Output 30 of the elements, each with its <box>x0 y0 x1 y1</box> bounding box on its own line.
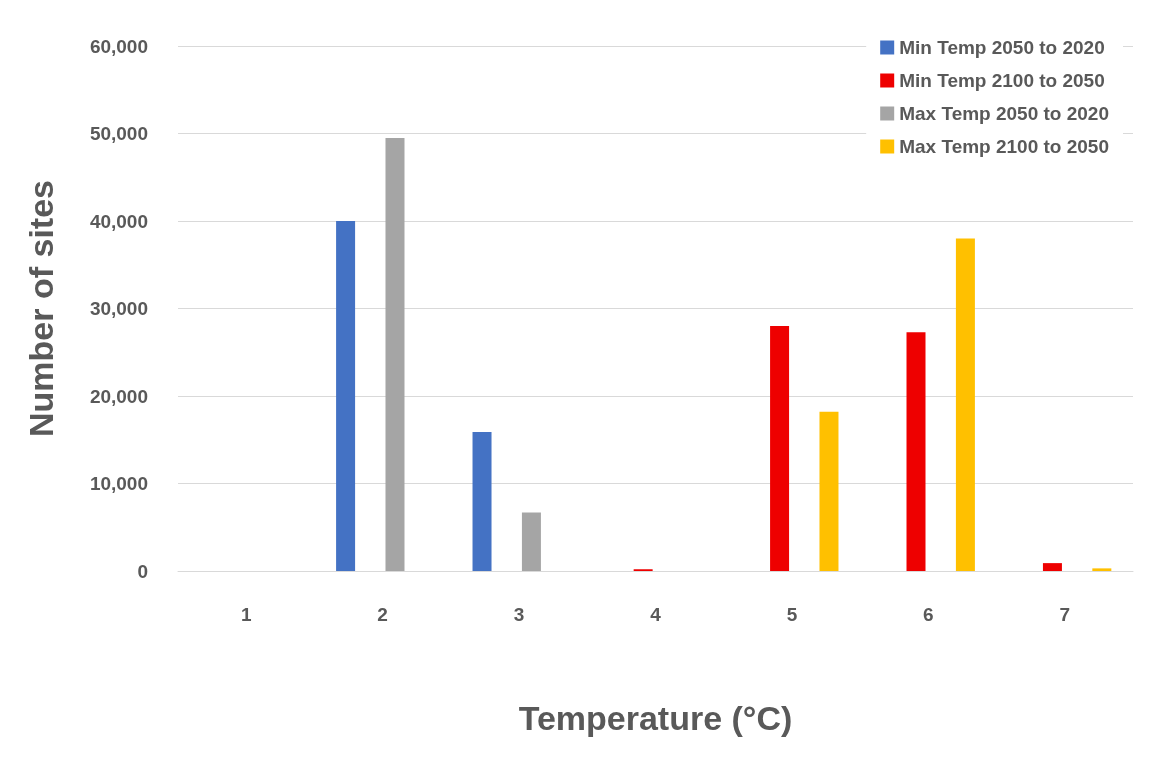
y-tick-label: 30,000 <box>89 298 148 319</box>
bar <box>955 238 975 571</box>
x-tick-label: 3 <box>513 604 525 625</box>
y-tick-label: 50,000 <box>89 123 148 144</box>
bar <box>1042 563 1062 571</box>
y-tick-label: 40,000 <box>89 210 148 232</box>
x-tick-label: 2 <box>377 604 388 625</box>
x-tick-label: 4 <box>650 604 662 625</box>
bar <box>385 137 405 571</box>
bar <box>906 332 926 571</box>
bar <box>770 326 790 571</box>
x-tick-label: 7 <box>1059 604 1071 625</box>
x-tick-label: 6 <box>923 604 934 625</box>
bar <box>819 411 839 571</box>
y-tick-label: 10,000 <box>89 473 148 494</box>
bar <box>336 221 356 571</box>
y-tick-label: 0 <box>137 560 148 582</box>
x-tick-label: 5 <box>786 604 798 625</box>
y-tick-label: 60,000 <box>89 35 148 57</box>
bar <box>521 512 541 571</box>
legend-label: Max Temp 2050 to 2020 <box>899 103 1110 124</box>
y-tick-label: 20,000 <box>89 385 148 407</box>
legend-label: Max Temp 2100 to 2050 <box>899 136 1110 157</box>
x-axis-title: Temperature (°C) <box>518 699 793 737</box>
bar <box>1092 568 1112 571</box>
legend-label: Min Temp 2050 to 2020 <box>899 37 1105 58</box>
legend-label: Min Temp 2100 to 2050 <box>899 70 1105 91</box>
x-tick-label: 1 <box>240 604 252 625</box>
bar <box>472 431 492 571</box>
y-axis-title: Number of sites <box>22 180 60 437</box>
